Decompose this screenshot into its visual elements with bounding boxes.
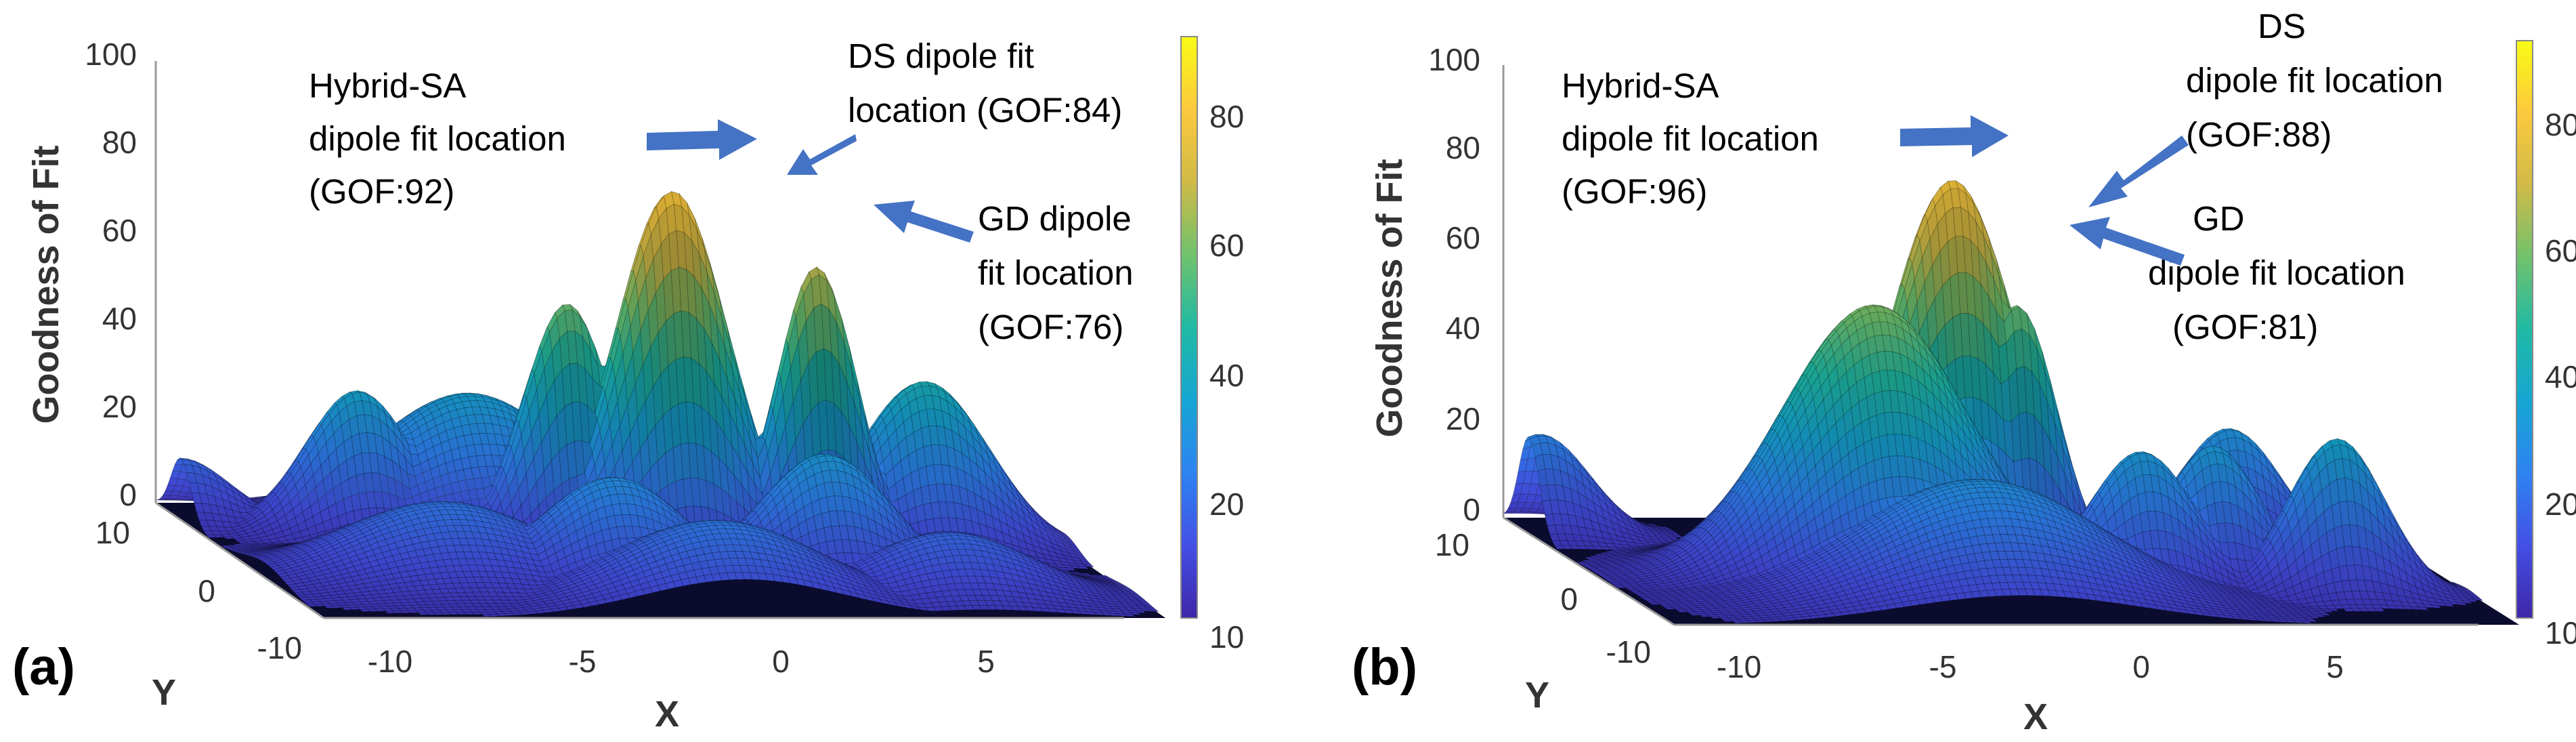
panel-a-chart: 0 20 40 60 80 100 10 0 -10 -10 -5 0 5 Go… [12, 36, 1244, 735]
panel-a-surface [155, 191, 1166, 618]
